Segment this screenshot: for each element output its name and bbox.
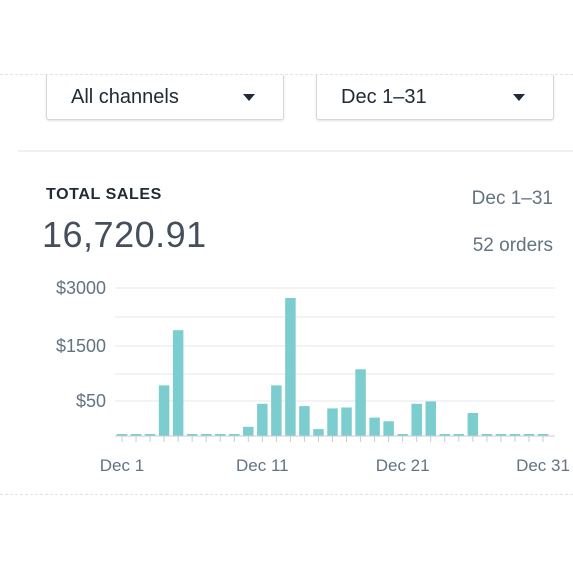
top-divider	[0, 74, 573, 75]
chart-bar	[243, 426, 254, 436]
date-range-select-label: Dec 1–31	[341, 85, 427, 108]
chart-bar	[341, 407, 352, 436]
total-sales-value: 16,720.91	[42, 214, 207, 255]
channel-select[interactable]: All channels	[46, 75, 284, 120]
bottom-divider	[0, 494, 573, 495]
chart-bar	[229, 434, 240, 436]
y-tick-label: $3000	[56, 278, 106, 298]
chart-bar	[509, 434, 521, 436]
x-tick-label: Dec 1	[100, 456, 144, 475]
chart-bar	[481, 434, 493, 436]
chart-bar	[144, 434, 156, 436]
chart-bar	[467, 413, 479, 436]
chart-bar	[116, 434, 128, 436]
chart-bar	[313, 429, 324, 436]
chart-bar	[299, 406, 310, 436]
sales-bar-chart: $3000 $1500 $50 Dec 1 Dec 11 Dec 21 Dec 31	[56, 278, 570, 475]
chart-bar	[186, 434, 198, 436]
chart-bar	[271, 385, 282, 436]
chart-bar	[172, 330, 184, 436]
chart-bar	[130, 434, 142, 436]
y-tick-label: $1500	[56, 336, 106, 356]
chart-bar	[439, 434, 451, 436]
chart-bar	[158, 385, 170, 436]
chart-bar	[523, 434, 535, 436]
chart-bar	[495, 434, 507, 436]
chart-bar	[285, 298, 296, 436]
report-title: TOTAL SALES	[46, 186, 162, 203]
y-tick-label: $50	[76, 391, 106, 411]
date-range-select[interactable]: Dec 1–31	[316, 75, 554, 120]
caret-down-icon	[243, 93, 255, 101]
chart-bar	[537, 434, 549, 436]
x-tick-label: Dec 31	[516, 456, 570, 475]
channel-select-label: All channels	[71, 85, 179, 108]
x-tick-label: Dec 21	[376, 456, 430, 475]
chart-bar	[411, 403, 422, 436]
x-tick-label: Dec 11	[236, 456, 289, 475]
chart-bar	[369, 417, 380, 436]
chart-bar	[355, 369, 366, 436]
chart-bar	[397, 434, 408, 436]
orders-count: 52 orders	[472, 235, 553, 256]
chart-bar	[327, 408, 338, 436]
section-divider	[18, 150, 573, 152]
date-range-label: Dec 1–31	[471, 188, 553, 209]
chart-bar	[257, 403, 268, 436]
chart-bar	[214, 434, 226, 436]
chart-bar	[383, 421, 394, 436]
chart-bar	[425, 401, 436, 436]
caret-down-icon	[513, 93, 525, 101]
chart-bar	[200, 434, 212, 436]
chart-bar	[453, 434, 465, 436]
